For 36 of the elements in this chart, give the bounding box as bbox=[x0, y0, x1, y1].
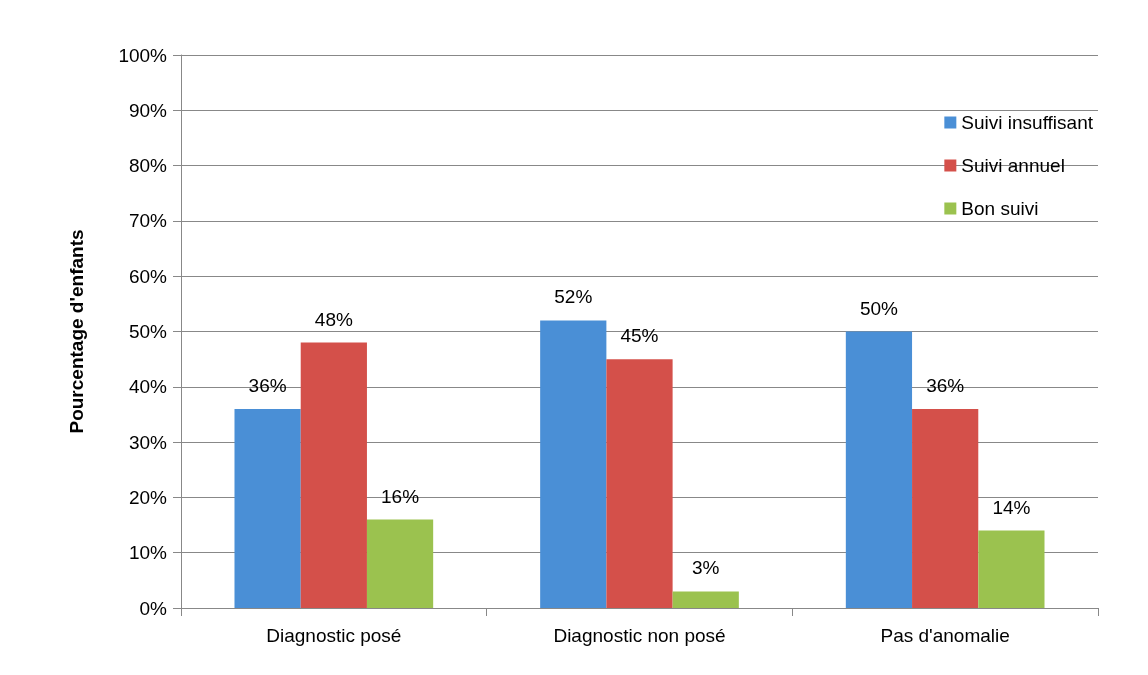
bar bbox=[845, 331, 913, 608]
bar bbox=[912, 408, 979, 608]
bar bbox=[606, 359, 673, 608]
y-tick-label: 80% bbox=[128, 155, 168, 177]
bar bbox=[366, 519, 434, 608]
data-label: 50% bbox=[859, 297, 899, 319]
y-tick-label: 60% bbox=[128, 265, 168, 287]
data-label: 3% bbox=[691, 557, 720, 579]
bar bbox=[978, 530, 1045, 608]
legend-label: Bon suivi bbox=[961, 198, 1039, 219]
legend-label: Suivi insuffisant bbox=[961, 112, 1094, 133]
data-label: 36% bbox=[248, 374, 287, 396]
y-tick-label: 100% bbox=[118, 44, 168, 66]
y-tick-label: 50% bbox=[128, 321, 168, 342]
data-label: 45% bbox=[620, 325, 659, 347]
bar bbox=[234, 408, 301, 608]
bar bbox=[672, 591, 739, 608]
y-tick-label: 20% bbox=[128, 486, 168, 508]
y-tick-label: 10% bbox=[128, 542, 168, 564]
y-axis-title: Pourcentage d'enfants bbox=[66, 229, 87, 434]
data-label: 14% bbox=[992, 496, 1031, 518]
y-tick-label: 40% bbox=[128, 376, 168, 398]
y-tick-label: 0% bbox=[139, 597, 168, 619]
data-label: 52% bbox=[554, 286, 593, 308]
bar bbox=[300, 342, 367, 608]
y-tick-label: 70% bbox=[128, 210, 168, 232]
x-tick-label: Diagnostic posé bbox=[266, 625, 402, 646]
bar bbox=[540, 320, 607, 608]
data-label: 36% bbox=[926, 374, 965, 396]
x-tick-label: Pas d'anomalie bbox=[880, 625, 1010, 646]
x-tick-label: Diagnostic non posé bbox=[553, 625, 726, 646]
y-tick-label: 30% bbox=[128, 431, 168, 453]
legend-label: Suivi annuel bbox=[961, 155, 1065, 176]
data-label: 16% bbox=[381, 485, 420, 507]
data-label: 48% bbox=[314, 308, 353, 330]
y-tick-label: 90% bbox=[128, 99, 168, 121]
